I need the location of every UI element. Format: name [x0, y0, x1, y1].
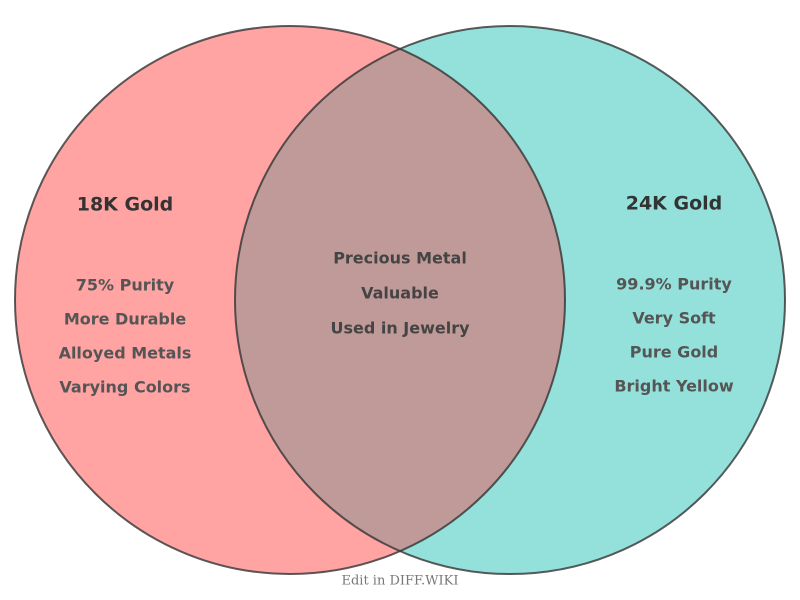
footer[interactable]: Edit in DIFF.WIKI: [341, 574, 458, 589]
intersection-area: [235, 26, 565, 574]
intersection-item: Precious Metal: [333, 249, 467, 268]
left-item: Varying Colors: [59, 378, 190, 397]
left-outline: [14, 25, 566, 575]
left-item: More Durable: [64, 310, 187, 329]
right-item: Pure Gold: [630, 343, 719, 362]
intersection-item: Valuable: [361, 284, 439, 303]
right-item: Very Soft: [632, 309, 716, 328]
right-item: 99.9% Purity: [616, 275, 732, 294]
right-outline: [234, 25, 786, 575]
left-item: 75% Purity: [76, 276, 175, 295]
right-item: Bright Yellow: [614, 377, 734, 396]
left-item: Alloyed Metals: [59, 344, 192, 363]
left-title: 18K Gold: [77, 194, 174, 216]
intersection-item: Used in Jewelry: [330, 319, 470, 338]
right-title: 24K Gold: [626, 193, 723, 215]
